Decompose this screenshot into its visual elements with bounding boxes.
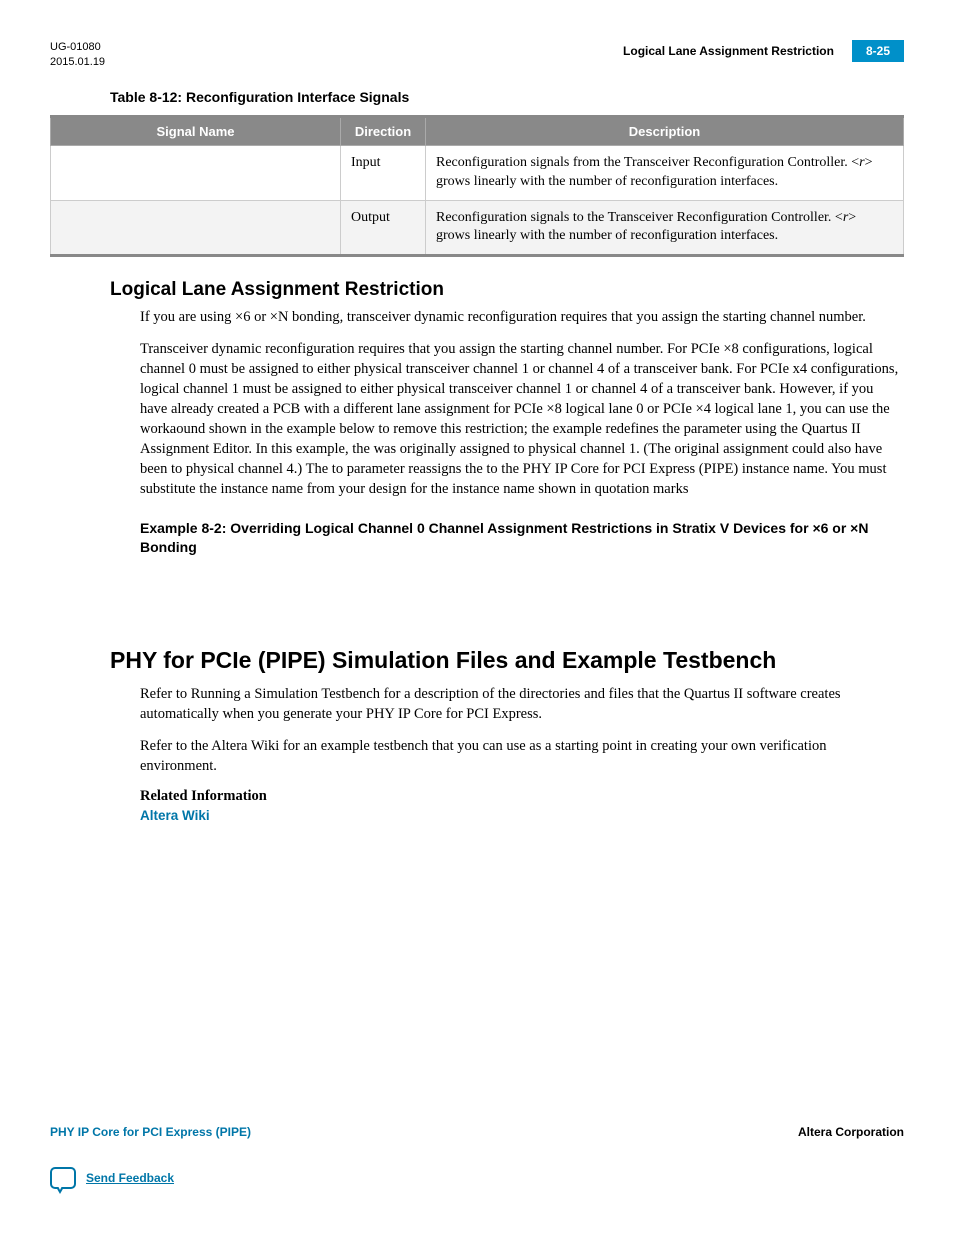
desc-text: Reconfiguration signals from the Transce… <box>436 155 859 170</box>
body-paragraph: Refer to the Altera Wiki for an example … <box>140 736 904 776</box>
example-heading: Example 8-2: Overriding Logical Channel … <box>140 519 870 557</box>
related-information-heading: Related Information <box>140 788 904 805</box>
table-caption: Table 8-12: Reconfiguration Interface Si… <box>110 89 904 105</box>
cell-signal <box>51 145 341 200</box>
table-header-row: Signal Name Direction Description <box>51 116 904 145</box>
speech-bubble-icon <box>50 1167 76 1189</box>
signals-table: Signal Name Direction Description Input … <box>50 115 904 258</box>
page-number-badge: 8-25 <box>852 40 904 62</box>
body-paragraph: Transceiver dynamic reconfiguration requ… <box>140 339 904 499</box>
section-heading-phy-pcie: PHY for PCIe (PIPE) Simulation Files and… <box>110 647 904 674</box>
desc-text: Reconfiguration signals to the Transceiv… <box>436 210 843 225</box>
col-description: Description <box>426 116 904 145</box>
header-right: Logical Lane Assignment Restriction 8-25 <box>623 40 904 62</box>
doc-id: UG-01080 <box>50 40 105 55</box>
table-row: Input Reconfiguration signals from the T… <box>51 145 904 200</box>
page-header: UG-01080 2015.01.19 Logical Lane Assignm… <box>50 40 904 71</box>
col-signal-name: Signal Name <box>51 116 341 145</box>
send-feedback-link[interactable]: Send Feedback <box>50 1167 904 1189</box>
cell-direction: Input <box>341 145 426 200</box>
footer-right-text: Altera Corporation <box>798 1125 904 1139</box>
cell-description: Reconfiguration signals from the Transce… <box>426 145 904 200</box>
page-footer: PHY IP Core for PCI Express (PIPE) Alter… <box>50 1125 904 1189</box>
cell-direction: Output <box>341 200 426 256</box>
altera-wiki-link[interactable]: Altera Wiki <box>140 808 210 823</box>
table-row: Output Reconfiguration signals to the Tr… <box>51 200 904 256</box>
send-feedback-label: Send Feedback <box>86 1171 174 1185</box>
body-paragraph: Refer to Running a Simulation Testbench … <box>140 684 904 724</box>
col-direction: Direction <box>341 116 426 145</box>
doc-date: 2015.01.19 <box>50 55 105 70</box>
header-section-title: Logical Lane Assignment Restriction <box>623 44 834 58</box>
cell-signal <box>51 200 341 256</box>
footer-row: PHY IP Core for PCI Express (PIPE) Alter… <box>50 1125 904 1139</box>
body-paragraph: If you are using ×6 or ×N bonding, trans… <box>140 307 904 327</box>
footer-left-link[interactable]: PHY IP Core for PCI Express (PIPE) <box>50 1125 251 1139</box>
cell-description: Reconfiguration signals to the Transceiv… <box>426 200 904 256</box>
header-left: UG-01080 2015.01.19 <box>50 40 105 71</box>
section-heading-logical-lane: Logical Lane Assignment Restriction <box>110 279 904 301</box>
